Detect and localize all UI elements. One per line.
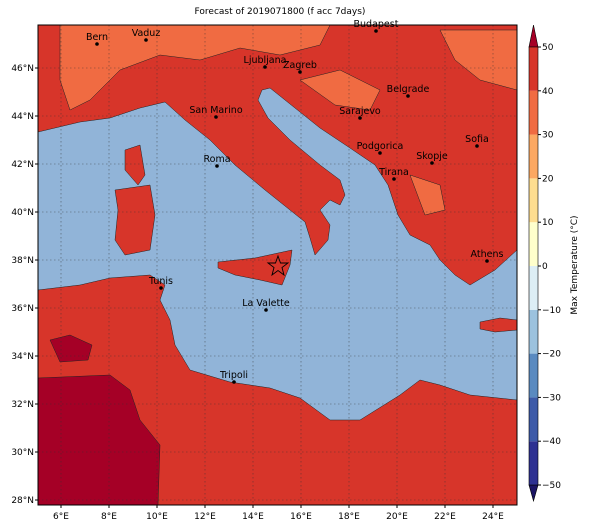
city-label: Tunis (148, 276, 173, 287)
city-dot (378, 151, 382, 155)
lat-tick-label: 42°N (11, 160, 34, 170)
city-dot (392, 177, 396, 181)
city-label: Tirana (378, 167, 409, 178)
colorbar-tick-label: −50 (542, 481, 561, 491)
city-dot (298, 70, 302, 74)
city-label: Budapest (354, 19, 399, 30)
city-dot (485, 259, 489, 263)
lon-tick-label: 18°E (338, 512, 360, 522)
colorbar-tick-label: −20 (542, 350, 561, 360)
colorbar-bin (529, 353, 538, 398)
lat-tick-label: 32°N (11, 400, 34, 410)
hot-area (38, 374, 161, 505)
city-label: Sarajevo (339, 106, 381, 117)
colorbar-label: Max Temperature (°C) (570, 215, 580, 314)
city-label: Ljubljana (244, 55, 287, 66)
colorbar-tick-label: −40 (542, 437, 561, 447)
city-label: Podgorica (357, 141, 404, 152)
lat-tick-label: 44°N (11, 112, 34, 122)
colorbar-bin (529, 178, 538, 223)
city-label: Zagreb (283, 60, 317, 71)
colorbar-bin (529, 222, 538, 266)
colorbar-tick-label: 40 (542, 87, 554, 97)
city-dot (95, 42, 99, 46)
city-dot (264, 308, 268, 312)
colorbar-tick-label: 10 (542, 218, 554, 228)
city-label: Bern (86, 32, 108, 43)
colorbar-tick-label: −10 (542, 306, 561, 316)
city-dot (263, 65, 267, 69)
title: Forecast of 2019071800 (f acc 7days) (195, 7, 366, 17)
corsica (124, 144, 146, 186)
lon-tick-label: 14°E (242, 512, 264, 522)
city-label: La Valette (242, 298, 290, 309)
lon-tick-label: 10°E (146, 512, 168, 522)
lat-tick-label: 38°N (11, 256, 34, 266)
colorbar-bin (529, 309, 538, 354)
colorbar-extend (528, 24, 539, 48)
city-dot (475, 144, 479, 148)
colorbar-bin (529, 441, 538, 485)
city-label: San Marino (189, 105, 242, 116)
colorbar: −50 −40 −30 −20 −10 0 10 20 30 40 50 (528, 24, 561, 503)
colorbar-bin (529, 134, 538, 179)
crete (479, 317, 517, 333)
sardinia (114, 184, 156, 256)
city-dot (374, 29, 378, 33)
colorbar-tick-label: 0 (542, 262, 548, 272)
colorbar-tick-label: −30 (542, 393, 561, 403)
lon-tick-label: 6°E (53, 512, 69, 522)
city-label: Sofia (465, 134, 489, 145)
city-label: Roma (203, 154, 230, 165)
colorbar-bin (529, 266, 538, 310)
city-dot (358, 116, 362, 120)
city-dot (406, 94, 410, 98)
city-label: Athens (471, 249, 504, 260)
lon-tick-label: 16°E (290, 512, 312, 522)
lat-tick-label: 40°N (11, 208, 34, 218)
cooler-area (59, 25, 331, 111)
city-dot (144, 38, 148, 42)
lat-tick-label: 34°N (11, 352, 34, 362)
lon-tick-label: 20°E (386, 512, 408, 522)
city-label: Belgrade (387, 84, 430, 95)
city-dot (214, 115, 218, 119)
lat-tick-label: 46°N (11, 64, 34, 74)
lat-tick-label: 30°N (11, 448, 34, 458)
event-star (266, 254, 290, 277)
map-frame (37, 24, 518, 506)
colorbar-tick-label: 50 (542, 43, 554, 53)
city-dot (232, 380, 236, 384)
colorbar-tick-label: 30 (542, 131, 554, 141)
colorbar-bin (529, 47, 538, 91)
lon-tick-label: 22°E (434, 512, 456, 522)
city-label: Vaduz (132, 28, 161, 39)
city-label: Skopje (416, 151, 448, 162)
cooler-area (299, 69, 381, 111)
map (38, 25, 517, 505)
colorbar-bin (529, 90, 538, 135)
lon-tick-label: 24°E (482, 512, 504, 522)
colorbar-extend (528, 484, 539, 503)
hot-area (49, 334, 93, 363)
sicily (217, 249, 293, 286)
lon-tick-label: 12°E (194, 512, 216, 522)
city-dot (215, 164, 219, 168)
city-label: Tripoli (219, 370, 248, 381)
lat-tick-label: 28°N (11, 496, 34, 506)
city-dot (430, 161, 434, 165)
city-dot (159, 286, 163, 290)
lon-tick-label: 8°E (101, 512, 117, 522)
colorbar-bin (529, 397, 538, 442)
lat-tick-label: 36°N (11, 304, 34, 314)
colorbar-tick-label: 20 (542, 174, 554, 184)
cooler-area (439, 29, 517, 91)
